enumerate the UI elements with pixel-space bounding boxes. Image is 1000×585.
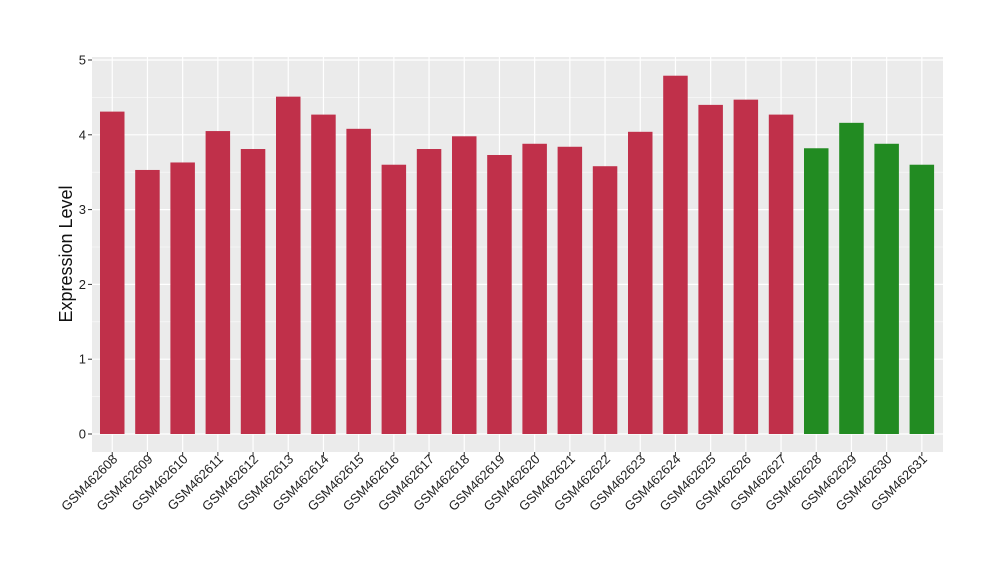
bar-GSM462630	[874, 143, 899, 434]
bar-GSM462627	[768, 114, 794, 434]
bar-GSM462622	[592, 166, 618, 434]
bar-GSM462608	[100, 111, 125, 434]
bar-GSM462619	[487, 154, 512, 434]
bar-GSM462613	[276, 96, 301, 434]
bar-GSM462616	[381, 164, 407, 434]
bar-GSM462620	[522, 143, 547, 434]
bar-GSM462626	[733, 99, 759, 435]
y-tick-label: 0	[79, 427, 86, 442]
y-axis: 0 1 2 3 4 5	[79, 53, 92, 442]
bar-GSM462614	[311, 114, 336, 434]
plot-panel	[92, 57, 943, 452]
y-tick-label: 1	[79, 352, 86, 367]
bar-GSM462611	[205, 131, 231, 434]
bar-GSM462617	[416, 149, 442, 434]
bar-GSM462628	[804, 148, 829, 434]
bars	[100, 75, 935, 435]
bar-GSM462631	[909, 164, 935, 434]
y-tick-label: 3	[79, 202, 86, 217]
bar-GSM462624	[663, 75, 688, 434]
bar-GSM462609	[135, 169, 160, 434]
bar-GSM462625	[698, 104, 723, 434]
bar-GSM462612	[240, 149, 266, 434]
bar-GSM462618	[452, 136, 477, 434]
y-tick-label: 4	[79, 127, 86, 142]
y-tick-label: 2	[79, 277, 86, 292]
bar-GSM462615	[346, 128, 371, 435]
minor-gridlines	[92, 97, 943, 397]
y-axis-label: Expression Level	[56, 185, 76, 322]
bar-GSM462610	[170, 162, 195, 434]
bar-GSM462629	[839, 122, 864, 434]
bar-GSM462621	[557, 146, 583, 434]
x-axis: GSM462608GSM462609GSM462610GSM462611GSM4…	[58, 452, 930, 514]
y-tick-label: 5	[79, 53, 86, 68]
bar-GSM462623	[628, 131, 653, 435]
